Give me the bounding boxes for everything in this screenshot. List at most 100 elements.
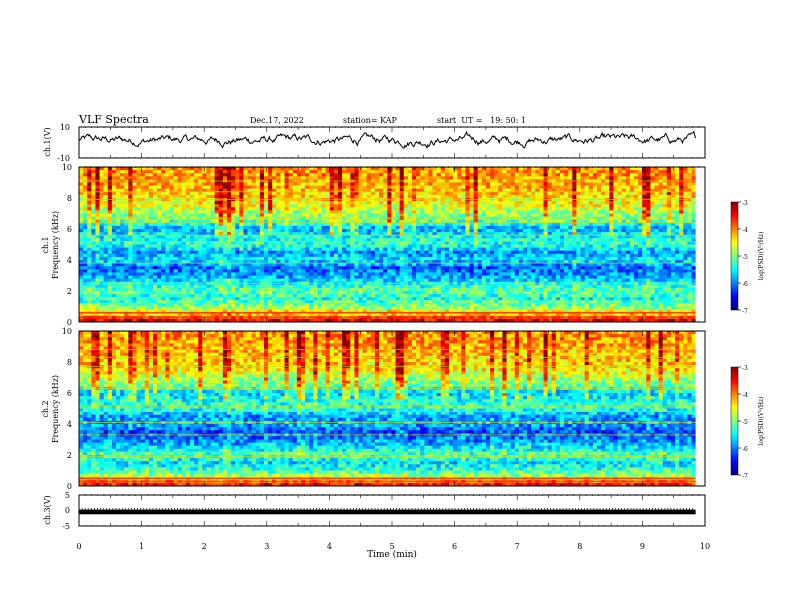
spectrogram-cell — [486, 167, 491, 171]
spectrogram-cell — [194, 210, 199, 214]
spectrogram-cell — [539, 176, 544, 180]
spectrogram-cell — [305, 170, 310, 174]
spectrogram-cell — [609, 214, 614, 218]
spectrogram-cell — [169, 176, 174, 180]
spectrogram-cell — [404, 176, 409, 180]
spectrogram-cell — [346, 176, 351, 180]
spectrogram-cell — [416, 214, 421, 218]
spectrogram-cell — [260, 257, 265, 261]
spectrogram-cell — [507, 195, 512, 199]
spectrogram-cell — [342, 251, 347, 255]
spectrogram-cell — [108, 195, 113, 199]
spectrogram-cell — [494, 251, 499, 255]
spectrogram-cell — [198, 214, 203, 218]
spectrogram-cell — [198, 167, 203, 171]
spectrogram-cell — [646, 254, 651, 257]
spectrogram-cell — [153, 223, 158, 227]
spectrogram-cell — [511, 186, 516, 190]
spectrogram-cell — [285, 192, 290, 196]
spectrogram-cell — [211, 248, 216, 252]
spectrogram-cell — [449, 248, 454, 252]
spectrogram-cell — [141, 214, 146, 218]
spectrogram-cell — [387, 204, 392, 208]
spectrogram-cell — [556, 173, 561, 177]
spectrogram-cell — [675, 204, 680, 208]
spectrogram-cell — [375, 167, 380, 171]
spectrogram-cell — [474, 226, 479, 230]
spectrogram-cell — [507, 235, 512, 239]
spectrogram-cell — [470, 248, 475, 252]
spectrogram-cell — [305, 192, 310, 196]
spectrogram-cell — [186, 251, 191, 255]
spectrogram-cell — [128, 192, 133, 196]
spectrogram-cell — [132, 207, 137, 211]
spectrogram-cell — [272, 210, 277, 214]
spectrogram-cell — [227, 241, 232, 245]
spectrogram-cell — [293, 207, 298, 211]
spectrogram-cell — [626, 183, 631, 187]
spectrogram-cell — [593, 226, 598, 230]
spectrogram-cell — [523, 257, 528, 261]
spectrogram-cell — [618, 170, 623, 174]
spectrogram-cell — [132, 176, 137, 180]
spectrogram-cell — [186, 263, 191, 267]
spectrogram-cell — [601, 170, 606, 174]
spectrogram-cell — [342, 245, 347, 249]
spectrogram-cell — [112, 201, 117, 205]
spectrogram-cell — [227, 214, 232, 218]
spectrogram-cell — [482, 183, 487, 187]
spectrogram-cell — [465, 257, 470, 261]
spectrogram-cell — [202, 229, 207, 233]
spectrogram-cell — [346, 183, 351, 187]
spectrogram-cell — [679, 245, 684, 249]
spectrogram-cell — [412, 167, 417, 171]
spectrogram-cell — [91, 195, 96, 199]
spectrogram-cell — [338, 245, 343, 249]
spectrogram-cell — [511, 207, 516, 211]
spectrogram-cell — [498, 204, 503, 208]
spectrogram-cell — [190, 207, 195, 211]
spectrogram-cell — [165, 223, 170, 227]
spectrogram-cell — [589, 229, 594, 233]
spectrogram-cell — [363, 204, 368, 208]
spectrogram-cell — [128, 223, 133, 227]
spectrogram-cell — [149, 229, 154, 233]
spectrogram-cell — [585, 173, 590, 177]
spectrogram-cell — [326, 245, 331, 249]
spectrogram-cell — [626, 176, 631, 180]
spectrogram-cell — [322, 173, 327, 177]
spectrogram-cell — [593, 173, 598, 177]
spectrogram-cell — [231, 229, 236, 233]
spectrogram-cell — [507, 176, 512, 180]
spectrogram-cell — [437, 248, 442, 252]
spectrogram-cell — [679, 204, 684, 208]
spectrogram-cell — [211, 183, 216, 187]
spectrogram-cell — [416, 235, 421, 239]
spectrogram-cell — [202, 241, 207, 245]
spectrogram-cell — [634, 254, 639, 257]
spectrogram-cell — [416, 254, 421, 257]
spectrogram-cell — [519, 170, 524, 174]
spectrogram-cell — [655, 192, 660, 196]
spectrogram-cell — [581, 186, 586, 190]
spectrogram-cell — [687, 254, 692, 257]
spectrogram-cell — [383, 245, 388, 249]
spectrogram-cell — [231, 207, 236, 211]
spectrogram-cell — [293, 195, 298, 199]
spectrogram-cell — [597, 214, 602, 218]
spectrogram-cell — [354, 176, 359, 180]
spectrogram-cell — [227, 173, 232, 177]
spectrogram-cell — [87, 245, 92, 249]
spectrogram-cell — [342, 241, 347, 245]
spectrogram-cell — [486, 235, 491, 239]
spectrogram-cell — [202, 170, 207, 174]
spectrogram-cell — [91, 241, 96, 245]
spectrogram-cell — [556, 229, 561, 233]
spectrogram-cell — [609, 173, 614, 177]
spectrogram-cell — [223, 207, 228, 211]
spectrogram-cell — [276, 201, 281, 205]
spectrogram-cell — [400, 226, 405, 230]
spectrogram-cell — [116, 173, 121, 177]
spectrogram-cell — [609, 251, 614, 255]
spectrogram-cell — [317, 207, 322, 211]
